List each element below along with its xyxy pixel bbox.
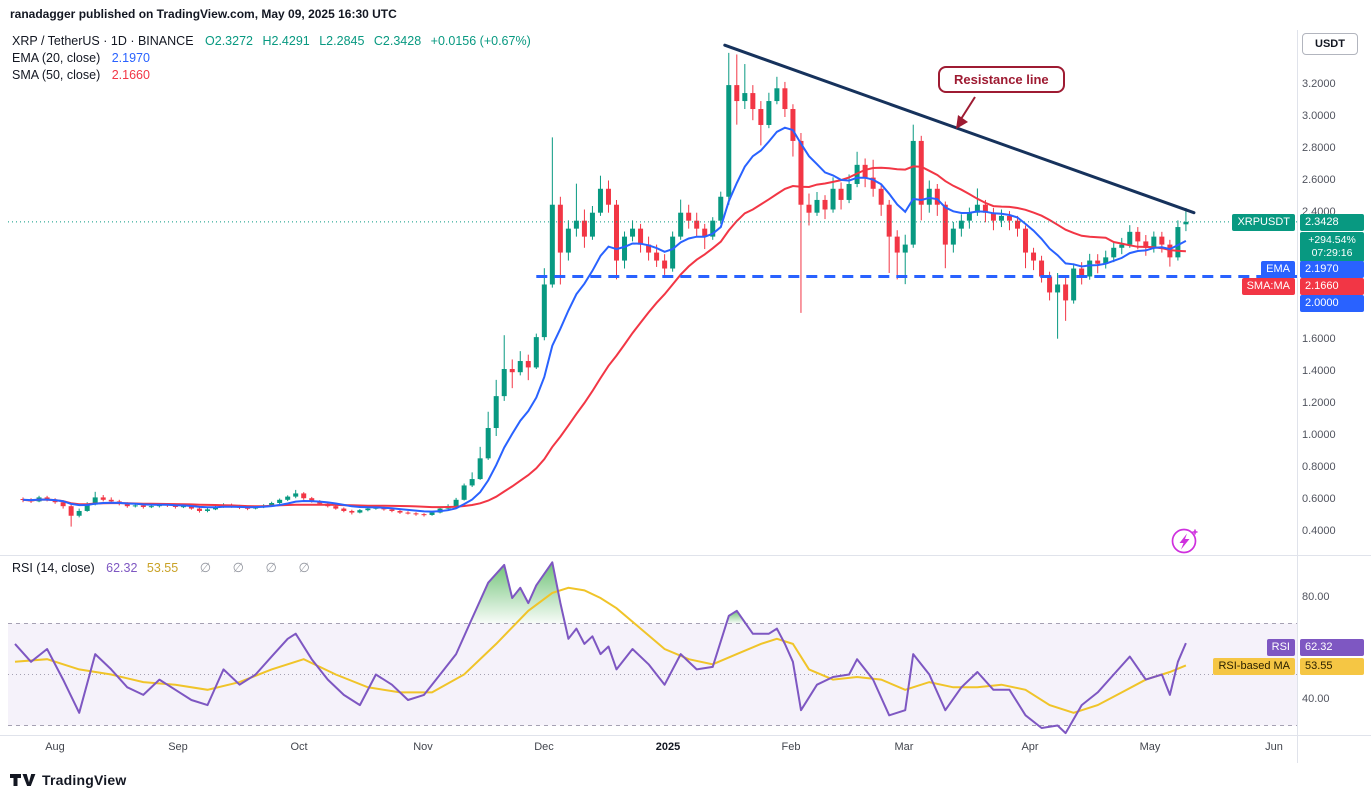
- ema-legend-value: 2.1970: [111, 51, 150, 65]
- sma-value-badge: 2.1660: [1300, 278, 1364, 295]
- ohlc-change: +0.0156 (+0.67%): [430, 34, 531, 48]
- price-axis-border: [1297, 30, 1298, 763]
- rsi-tick-label: 80.00: [1302, 591, 1330, 603]
- price-tick-label: 0.6000: [1302, 492, 1336, 505]
- price-tick-label: 3.0000: [1302, 110, 1336, 122]
- ohlc-high: H2.4291: [262, 34, 310, 48]
- ohlc-low: L2.2845: [319, 34, 365, 48]
- rsi-ma-line: [14, 586, 1187, 714]
- rsi-ma-value-badge: 53.55: [1300, 658, 1364, 675]
- ema-legend-row[interactable]: EMA (20, close) 2.1970: [12, 51, 150, 65]
- rsi-legend-value: 62.32: [106, 561, 138, 575]
- time-axis-label: Mar: [894, 741, 914, 753]
- sma-legend-row[interactable]: SMA (50, close) 2.1660: [12, 68, 150, 82]
- pane-divider[interactable]: [0, 555, 1371, 556]
- price-tick-label: 0.8000: [1302, 460, 1336, 473]
- time-axis-label: May: [1139, 741, 1161, 753]
- resistance-line-callout[interactable]: Resistance line: [938, 66, 1065, 93]
- time-axis-label: Oct: [290, 741, 308, 753]
- price-tick-label: 1.4000: [1302, 365, 1336, 378]
- ema-value-badge: 2.1970: [1300, 261, 1364, 278]
- sma-flag: SMA:MA: [1241, 278, 1295, 295]
- time-axis-border: [0, 735, 1371, 736]
- candlestick-series: [20, 52, 1189, 527]
- bar-countdown: 07:29:16: [1311, 247, 1353, 259]
- price-tick-label: 3.2000: [1302, 78, 1336, 91]
- rsi-band: [8, 623, 1297, 726]
- rsi-ma-flag: RSI-based MA: [1213, 658, 1295, 675]
- footer-bar: TradingView: [0, 763, 1371, 796]
- rsi-legend-label[interactable]: RSI (14, close): [12, 561, 95, 575]
- tradingview-logo-icon[interactable]: [10, 772, 36, 788]
- sma-50-line: [22, 165, 1186, 509]
- price-tick-label: 0.4000: [1302, 524, 1336, 537]
- sma-legend-value: 2.1660: [111, 68, 150, 82]
- support-level-badge: 2.0000: [1300, 295, 1364, 312]
- rsi-value-badge: 62.32: [1300, 639, 1364, 656]
- time-axis-label: Sep: [168, 741, 188, 753]
- published-header: ranadagger published on TradingView.com,…: [10, 7, 397, 21]
- ema-legend-label[interactable]: EMA (20, close): [12, 51, 101, 65]
- rsi-line: [14, 561, 1187, 735]
- lightning-icon: [1171, 528, 1198, 554]
- time-axis-label: Jun: [1265, 741, 1283, 753]
- price-tick-label: 1.0000: [1302, 429, 1336, 441]
- rsi-overbought-fill: [726, 610, 746, 624]
- price-change-percent: +294.54%: [1308, 234, 1356, 246]
- callout-arrow: [956, 96, 976, 129]
- symbol-title[interactable]: XRP / TetherUS · 1D · BINANCE: [12, 34, 194, 48]
- time-axis-label: Aug: [45, 741, 65, 753]
- published-line: ranadagger published on TradingView.com,…: [10, 7, 397, 21]
- symbol-price-flag: XRPUSDT: [1232, 214, 1295, 231]
- symbol-legend-row[interactable]: XRP / TetherUS · 1D · BINANCE O2.3272 H2…: [12, 34, 537, 48]
- price-change-countdown-badge: +294.54% 07:29:16: [1300, 232, 1364, 262]
- time-axis-label: Apr: [1021, 741, 1039, 753]
- sma-legend-label[interactable]: SMA (50, close): [12, 68, 101, 82]
- ohlc-open: O2.3272: [205, 34, 253, 48]
- ema-flag: EMA: [1261, 261, 1295, 278]
- currency-toggle-button[interactable]: USDT: [1302, 33, 1358, 55]
- ema-20-line: [22, 126, 1187, 513]
- rsi-legend-hidden-icons[interactable]: ∅ ∅ ∅ ∅: [199, 560, 319, 575]
- ohlc-close: C2.3428: [373, 34, 422, 48]
- time-axis-label: 2025: [655, 741, 681, 753]
- last-price-badge: 2.3428: [1300, 214, 1364, 231]
- chart-canvas[interactable]: [0, 0, 1297, 763]
- rsi-flag: RSI: [1266, 639, 1295, 656]
- flash-boost-button[interactable]: [1169, 525, 1201, 557]
- tradingview-wordmark[interactable]: TradingView: [42, 771, 127, 788]
- price-tick-label: 1.6000: [1302, 333, 1336, 346]
- rsi-legend-row[interactable]: RSI (14, close) 62.32 53.55 ∅ ∅ ∅ ∅: [12, 560, 319, 576]
- time-axis-label: Nov: [413, 741, 433, 753]
- rsi-tick-label: 40.00: [1302, 693, 1330, 705]
- rsi-ma-legend-value: 53.55: [146, 561, 179, 575]
- time-axis-label: Dec: [534, 741, 554, 753]
- resistance-trendline[interactable]: [723, 43, 1196, 215]
- price-tick-label: 2.8000: [1302, 141, 1336, 154]
- price-tick-label: 1.2000: [1302, 397, 1336, 410]
- price-tick-label: 2.6000: [1302, 173, 1336, 186]
- time-axis-label: Feb: [781, 741, 801, 753]
